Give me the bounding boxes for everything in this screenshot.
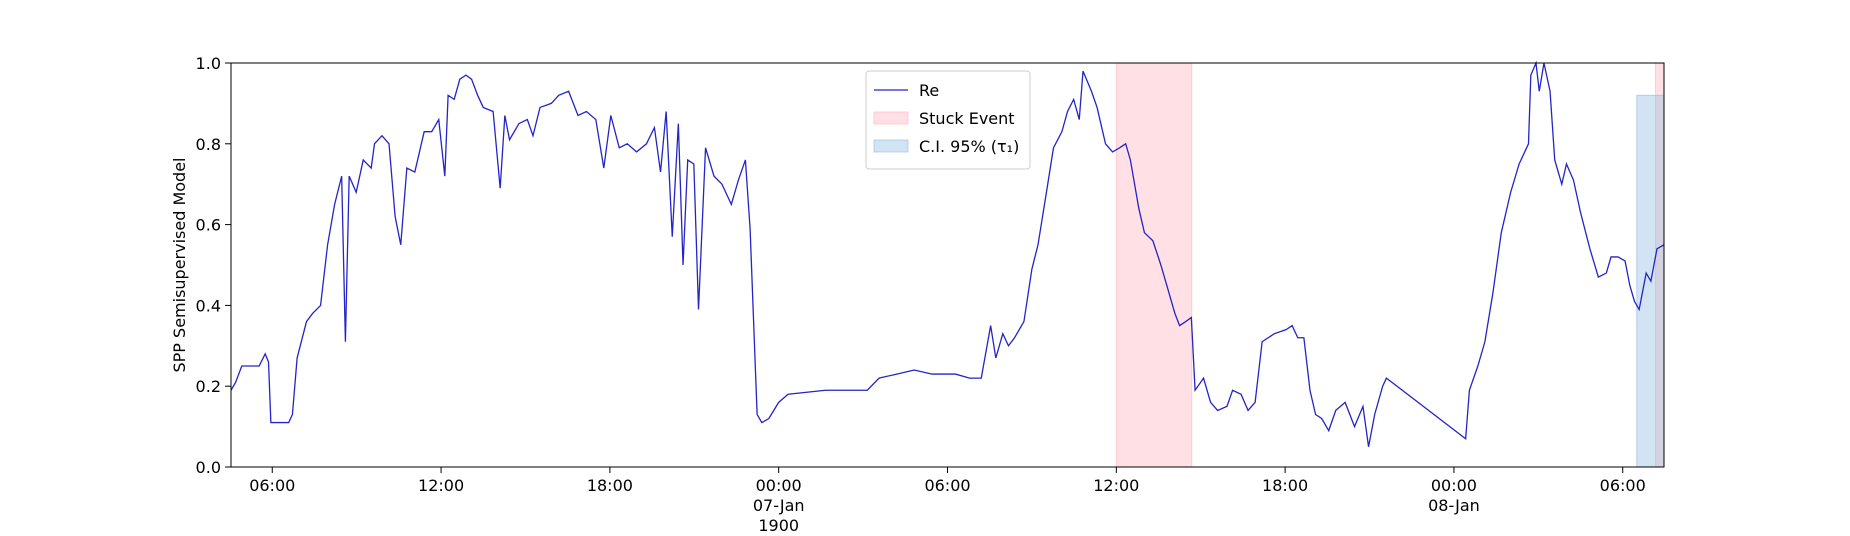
legend-label: C.I. 95% (τ₁) — [919, 137, 1019, 156]
x-tick-label: 06:00 — [249, 476, 296, 495]
y-tick-label: 0.2 — [196, 377, 221, 396]
y-tick-label: 1.0 — [196, 54, 221, 73]
span — [1115, 62, 1193, 468]
legend-label: Stuck Event — [919, 109, 1015, 128]
legend-label: Re — [919, 81, 939, 100]
y-tick-label: 0.4 — [196, 296, 221, 315]
x-tick-label: 12:00 — [1093, 476, 1140, 495]
line — [230, 60, 1665, 447]
y-tick-label: 0.8 — [196, 135, 221, 154]
y-tick-label: 0.0 — [196, 458, 221, 477]
y-tick-label: 0.6 — [196, 216, 221, 235]
legend-frame — [865, 70, 1031, 170]
x-tick-label: 18:00 — [586, 476, 633, 495]
x-tick-label: 18:00 — [1262, 476, 1309, 495]
legend: Re Stuck Event C.I. 95% (τ₁) — [865, 70, 1031, 170]
x-tick-label: 00:00 07-Jan 1900 — [752, 476, 805, 535]
x-tick-label: 12:00 — [418, 476, 465, 495]
chart: SPP Semisupervised Model 0.0 0.2 0.4 0.6 0.8… — [170, 54, 1665, 477]
legend-patch — [873, 139, 909, 153]
x-tick-label: 06:00 — [1599, 476, 1646, 495]
y-axis-label: SPP Semisupervised Model — [170, 158, 189, 373]
x-tick-label: 00:00 08-Jan — [1428, 476, 1480, 515]
legend-patch — [873, 111, 909, 125]
x-tick-label: 06:00 — [924, 476, 971, 495]
page: SPP Semisupervised Model 0.0 0.2 0.4 0.6 0.8… — [170, 54, 1665, 535]
